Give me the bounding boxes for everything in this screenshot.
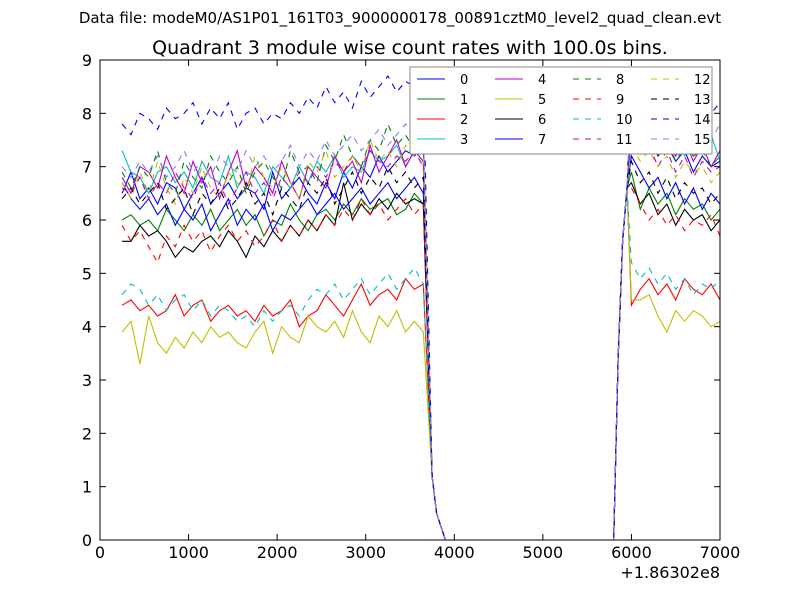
legend-label-4: 4 [538, 73, 546, 88]
series-line-11 [121, 134, 720, 540]
series-line-7 [121, 154, 720, 540]
series-line-10 [121, 187, 720, 540]
y-tick-label: 0 [82, 531, 92, 550]
legend-label-3: 3 [460, 133, 468, 148]
x-tick-label: 7000 [700, 543, 741, 562]
legend-label-0: 0 [460, 73, 468, 88]
y-tick-label: 7 [82, 158, 92, 177]
series-line-13 [121, 159, 720, 540]
legend-label-11: 11 [616, 133, 633, 148]
y-tick-label: 4 [82, 318, 92, 337]
x-tick-label: 0 [95, 543, 105, 562]
y-tick-label: 2 [82, 424, 92, 443]
legend-label-15: 15 [694, 133, 711, 148]
y-tick-label: 3 [82, 371, 92, 390]
series-line-9 [121, 187, 720, 540]
legend-label-2: 2 [460, 113, 468, 128]
y-tick-label: 5 [82, 264, 92, 283]
series-line-15 [121, 70, 720, 540]
legend-label-9: 9 [616, 93, 624, 108]
series-line-8 [121, 122, 720, 540]
chart-title: Quadrant 3 module wise count rates with … [152, 37, 668, 59]
series-line-0 [121, 129, 720, 540]
series-line-5 [121, 187, 720, 540]
legend-label-10: 10 [616, 113, 633, 128]
x-tick-label: 6000 [611, 543, 652, 562]
chart-supertitle: Data file: modeM0/AS1P01_161T03_90000001… [79, 9, 721, 28]
legend-label-1: 1 [460, 93, 468, 108]
legend-label-5: 5 [538, 93, 546, 108]
y-tick-label: 6 [82, 211, 92, 230]
x-tick-label: 1000 [168, 543, 209, 562]
x-offset-label: +1.86302e8 [620, 563, 720, 582]
plot-frame [99, 59, 721, 541]
series-line-2 [121, 187, 720, 540]
series-line-1 [121, 171, 720, 540]
series-line-4 [121, 116, 720, 540]
legend-box [409, 66, 713, 155]
x-tick-label: 3000 [345, 543, 386, 562]
legend-label-8: 8 [616, 73, 624, 88]
x-tick-label: 2000 [257, 543, 298, 562]
legend-label-13: 13 [694, 93, 711, 108]
plot-area [121, 70, 720, 540]
legend-label-6: 6 [538, 113, 546, 128]
y-tick-label: 8 [82, 104, 92, 123]
series-line-12 [121, 138, 720, 540]
legend-label-12: 12 [694, 73, 711, 88]
y-tick-label: 9 [82, 51, 92, 70]
legend-label-14: 14 [694, 113, 711, 128]
x-tick-label: 4000 [434, 543, 475, 562]
series-line-6 [122, 181, 720, 540]
legend-label-7: 7 [538, 133, 546, 148]
x-tick-label: 5000 [522, 543, 563, 562]
y-tick-label: 1 [82, 478, 92, 497]
series-line-14 [121, 70, 720, 540]
series-lines [121, 70, 720, 540]
